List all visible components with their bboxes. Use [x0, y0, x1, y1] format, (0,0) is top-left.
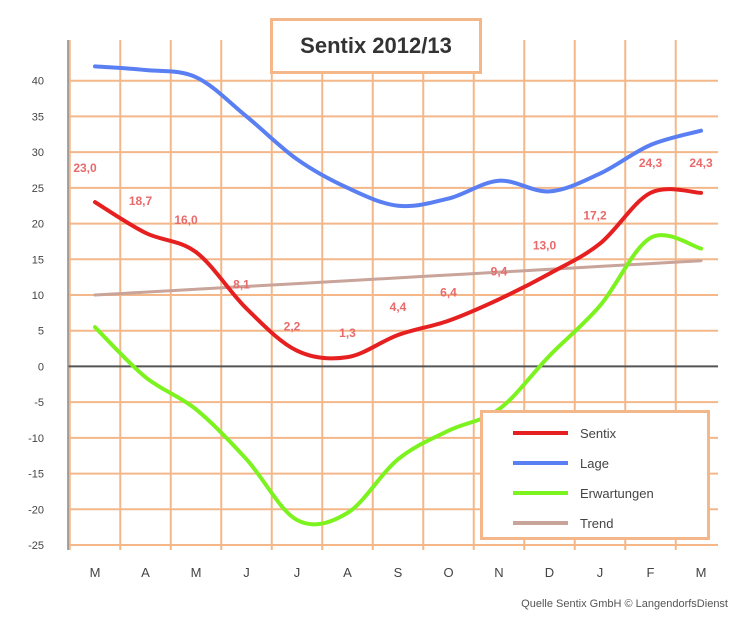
sentix-data-label: 4,4: [390, 300, 407, 314]
sentix-data-label: 1,3: [339, 326, 356, 340]
series-line-sentix: [93, 187, 703, 361]
chart-title: Sentix 2012/13: [270, 18, 482, 74]
x-tick-label: F: [647, 565, 655, 580]
sentix-data-label: 2,2: [284, 320, 301, 334]
x-tick-label: D: [545, 565, 554, 580]
legend-label-erwartungen: Erwartungen: [580, 485, 654, 501]
y-tick-label: -10: [28, 433, 44, 445]
legend-item-erwartungen: Erwartungen: [513, 483, 654, 503]
legend-swatch-lage: [513, 461, 568, 465]
sentix-data-label: 6,4: [440, 286, 457, 300]
sentix-data-label: 23,0: [73, 161, 97, 175]
data-labels: 23,0 18,7 16,0 8,1 2,2 1,3 4,4 6,4 9,4 13,0 17,2 24…: [73, 156, 713, 340]
sentix-data-label: 13,0: [533, 239, 557, 253]
x-tick-label: M: [191, 565, 202, 580]
y-tick-label: -25: [28, 540, 44, 552]
y-tick-label: 20: [32, 219, 44, 231]
y-tick-label: 40: [32, 76, 44, 88]
sentix-data-label: 24,3: [639, 156, 663, 170]
x-tick-label: O: [443, 565, 453, 580]
y-tick-label: 10: [32, 290, 44, 302]
sentix-data-label: 16,0: [174, 213, 198, 227]
sentix-data-label: 9,4: [491, 264, 508, 278]
sentix-data-label: 18,7: [129, 194, 153, 208]
legend-label-trend: Trend: [580, 515, 614, 531]
x-tick-label: M: [696, 565, 707, 580]
series-lines: [93, 64, 703, 527]
source-note: Quelle Sentix GmbH © LangendorfsDienst: [521, 598, 728, 610]
legend-swatch-sentix: [513, 431, 568, 435]
series-line-trend: [93, 259, 703, 297]
y-tick-label: -5: [34, 397, 44, 409]
legend-swatch-trend: [513, 521, 568, 525]
sentix-data-label: 8,1: [233, 278, 250, 292]
y-tick-label: 25: [32, 183, 44, 195]
legend-item-lage: Lage: [513, 453, 609, 473]
x-tick-label: S: [394, 565, 403, 580]
x-tick-label: A: [343, 565, 352, 580]
legend-item-sentix: Sentix: [513, 423, 616, 443]
sentix-data-label: 24,3: [689, 156, 713, 170]
x-tick-label: J: [243, 565, 250, 580]
x-tick-label: M: [90, 565, 101, 580]
sentix-data-label: 17,2: [583, 209, 607, 223]
x-tick-label: J: [294, 565, 301, 580]
legend-label-sentix: Sentix: [580, 425, 617, 441]
series-line-erwartungen: [93, 233, 703, 527]
x-tick-label: J: [597, 565, 604, 580]
legend-label-lage: Lage: [580, 455, 609, 471]
y-tick-label: 35: [32, 111, 44, 123]
x-tick-label: A: [141, 565, 150, 580]
y-tick-label: 5: [38, 326, 44, 338]
legend: Sentix Lage Erwartungen Trend: [480, 410, 710, 540]
y-tick-label: -15: [28, 469, 44, 481]
chart-grid: [67, 40, 718, 550]
y-axis-labels: -25 -20 -15 -10 -5 0 5 10 15 20 25 30 35 40: [28, 76, 44, 552]
y-tick-label: 30: [32, 147, 44, 159]
x-tick-label: N: [494, 565, 503, 580]
series-line-lage: [93, 64, 703, 209]
y-tick-label: 0: [38, 361, 44, 373]
legend-item-trend: Trend: [513, 513, 613, 533]
y-tick-label: -20: [28, 504, 44, 516]
legend-swatch-erwartungen: [513, 491, 568, 495]
y-tick-label: 15: [32, 254, 44, 266]
